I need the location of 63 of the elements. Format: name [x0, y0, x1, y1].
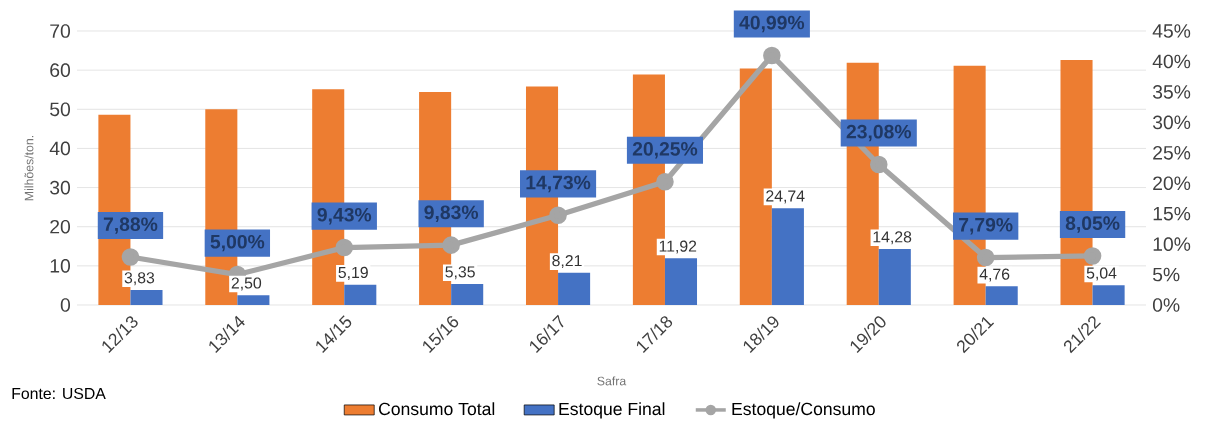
x-axis-title: Safra	[597, 376, 627, 386]
data-label: 7,79%	[959, 217, 1013, 235]
y-tick-label: 50	[50, 102, 71, 117]
data-label: 5,00%	[210, 234, 265, 252]
y2-tick-label: 45%	[1152, 24, 1191, 38]
data-label: 14,28	[873, 231, 912, 245]
data-label: 5,35	[445, 266, 475, 280]
bar	[344, 284, 377, 305]
point	[442, 236, 460, 254]
data-label: 8,05%	[1065, 216, 1120, 233]
data-label: 4,76	[979, 268, 1010, 282]
data-label: 40,99%	[739, 15, 805, 33]
y-tick-label: 40	[49, 141, 71, 156]
point	[976, 248, 995, 267]
data-label: 20,25%	[632, 142, 698, 159]
bar	[771, 208, 804, 305]
point	[1083, 247, 1102, 265]
data-label: 24,74	[766, 190, 805, 204]
data-label: 5,19	[338, 266, 368, 280]
source-note: Fonte: USDA	[12, 387, 106, 400]
y2-tick-label: 40%	[1152, 54, 1191, 69]
y-tick-label: 30	[50, 180, 71, 195]
y-tick-label: 20	[50, 219, 71, 234]
y2-tick-label: 35%	[1152, 85, 1191, 99]
y2-tick-label: 10%	[1153, 237, 1191, 251]
point	[549, 206, 567, 225]
data-label: 7,88%	[103, 217, 158, 234]
y-tick-label: 60	[50, 63, 71, 77]
bar	[130, 290, 163, 305]
point	[335, 238, 354, 257]
y-axis-title: Milhões/ton.	[24, 135, 34, 201]
data-label: 8,21	[552, 255, 582, 269]
y-tick-label: 0	[60, 298, 71, 312]
y2-tick-label: 20%	[1153, 176, 1191, 191]
data-label: 9,83%	[424, 205, 479, 222]
data-label: 9,43%	[317, 207, 372, 225]
y2-tick-label: 25%	[1153, 145, 1191, 160]
y2-tick-label: 5%	[1152, 267, 1180, 282]
data-label: 5,04	[1086, 267, 1117, 281]
point	[121, 248, 140, 266]
bar	[451, 284, 484, 305]
y2-tick-label: 30%	[1152, 115, 1191, 130]
data-label: 3,83	[124, 272, 155, 286]
legend-label: Consumo Total	[378, 402, 495, 416]
bar	[1092, 285, 1125, 305]
data-label: 14,73%	[526, 175, 591, 193]
point	[763, 46, 781, 65]
legend-label: Estoque/Consumo	[732, 402, 875, 419]
point	[656, 172, 674, 191]
data-label: 11,92	[659, 240, 697, 254]
y2-tick-label: 0%	[1152, 298, 1180, 312]
bar	[878, 249, 911, 305]
bar	[664, 258, 698, 305]
y-tick-label: 70	[50, 24, 71, 38]
bar	[237, 295, 270, 305]
data-label: 23,08%	[846, 124, 912, 142]
y-tick-label: 10	[50, 259, 71, 273]
bar	[985, 286, 1018, 305]
data-label: 2,50	[231, 277, 262, 291]
legend-label: Estoque Final	[559, 402, 665, 419]
y2-tick-label: 15%	[1153, 206, 1191, 221]
bar	[558, 272, 591, 305]
point	[869, 155, 888, 174]
